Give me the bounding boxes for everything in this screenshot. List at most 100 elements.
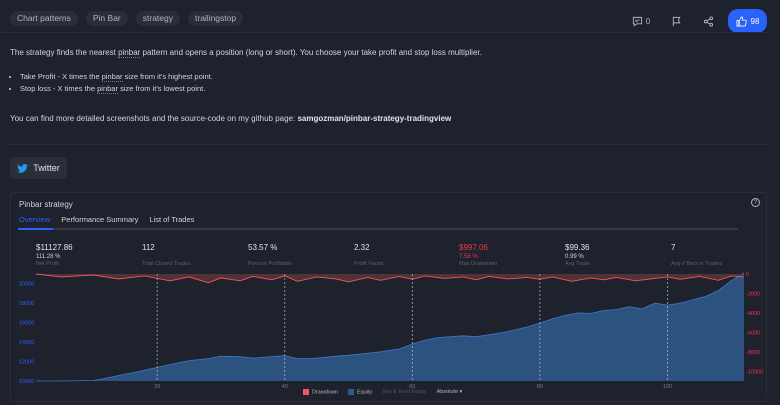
equity-tick-label-20000: 20000 <box>19 282 34 288</box>
report-button[interactable] <box>664 9 688 33</box>
likes-count: 98 <box>750 16 760 26</box>
x-tick-label-20: 20 <box>154 384 160 390</box>
equity-drawdown-chart[interactable]: 20 40 60 80 100 10000 12000 14000 16000 18000 2000… <box>11 193 766 401</box>
stat-value: $99.36 <box>565 243 590 252</box>
tag-trailingstop[interactable]: trailingstop <box>188 11 244 26</box>
top-divider <box>0 32 767 33</box>
tab-performance-summary[interactable]: Performance Summary <box>61 215 139 224</box>
content-divider <box>10 144 767 145</box>
bullet-take-profit: Take Profit - X times the pinbar size fr… <box>20 71 213 83</box>
stat-value: $997.06 <box>459 243 488 252</box>
stat-sub: 111.28 % <box>36 254 61 260</box>
drawdown-tick-label--2000: -2000 <box>746 291 760 297</box>
mode-select-value: Absolute <box>436 389 459 396</box>
x-tick-label-40: 40 <box>282 384 288 390</box>
x-tick-label-80: 80 <box>537 384 543 390</box>
drawdown-tick-label--10000: -10000 <box>746 369 763 375</box>
stat-value: 53.57 % <box>248 243 278 252</box>
github-line: You can find more detailed screenshots a… <box>10 114 451 123</box>
stat-total-closed-trades: 112 Total Closed Trades <box>142 243 191 267</box>
drawdown-line <box>35 273 745 284</box>
strategy-report-panel: Pinbar strategy ? Overview Performance S… <box>10 192 767 402</box>
stat-label: Avg # Bars in Trades <box>671 261 722 267</box>
drawdown-tick-label--8000: -8000 <box>746 350 760 356</box>
bullet-text-start: Take Profit - X times the <box>20 72 102 81</box>
flag-icon <box>672 16 680 26</box>
stat-net-profit: $11127.86 111.28 % Net Profit <box>36 243 73 267</box>
comment-icon <box>632 16 642 26</box>
drawdown-tick-label--6000: -6000 <box>746 330 760 336</box>
description-bullets: Take Profit - X times the pinbar size fr… <box>20 71 213 95</box>
github-link[interactable]: samgozman/pinbar-strategy-tradingview <box>297 114 452 123</box>
help-icon[interactable]: ? <box>751 198 760 207</box>
comments-button[interactable]: 0 <box>626 9 656 33</box>
stat-sub: 0.99 % <box>565 254 584 260</box>
pinbar-term: pinbar <box>97 84 118 94</box>
share-icon <box>703 15 713 27</box>
intro-text-end: pattern and opens a position (long or sh… <box>140 48 482 57</box>
x-tick-label-60: 60 <box>409 384 415 390</box>
intro-text-start: The strategy finds the nearest <box>10 48 119 57</box>
tag-list: Chart patterns Pin Bar strategy trailing… <box>10 11 244 26</box>
stat-label: Profit Factor <box>354 261 384 267</box>
action-bar: 0 98 <box>626 9 767 33</box>
report-tabs: Overview Performance Summary List of Tra… <box>19 215 194 228</box>
share-button[interactable] <box>696 9 720 33</box>
tab-overview[interactable]: Overview <box>19 215 51 224</box>
like-button[interactable]: 98 <box>728 9 767 33</box>
drawdown-swatch <box>303 389 309 395</box>
stat-profit-factor: 2.32 Profit Factor <box>354 243 384 267</box>
x-tick-label-100: 100 <box>663 384 672 390</box>
legend-equity-label: Equity <box>356 389 373 396</box>
stat-avg-bars: 7 Avg # Bars in Trades <box>671 243 722 267</box>
twitter-label: Twitter <box>33 163 60 173</box>
drawdown-tick-label-0: 0 <box>746 272 749 278</box>
stat-max-drawdown: $997.06 7.58 % Max Drawdown <box>459 243 497 267</box>
equity-tick-label-14000: 14000 <box>19 340 34 346</box>
tab-underline <box>18 228 738 230</box>
bullet-text-end: size from it's lowest point. <box>117 84 206 93</box>
stat-percent-profitable: 53.57 % Percent Profitable <box>248 243 292 267</box>
mode-select[interactable]: Absolute ▾ <box>436 389 463 396</box>
tag-chart-patterns[interactable]: Chart patterns <box>10 11 78 26</box>
tab-list-of-trades[interactable]: List of Trades <box>149 215 195 224</box>
tag-pin-bar[interactable]: Pin Bar <box>85 11 128 26</box>
equity-tick-label-10000: 10000 <box>19 379 34 385</box>
tag-strategy[interactable]: strategy <box>135 11 180 26</box>
equity-tick-label-16000: 16000 <box>19 321 34 327</box>
legend-equity[interactable]: Equity <box>347 389 373 396</box>
equity-swatch <box>347 389 354 395</box>
stat-value: $11127.86 <box>36 243 73 252</box>
active-tab-indicator <box>18 228 53 230</box>
bullet-text-end: size from it's highest point. <box>122 72 213 81</box>
equity-tick-label-18000: 18000 <box>19 301 34 307</box>
legend-drawdown-label: Drawdown <box>312 389 338 396</box>
panel-title: Pinbar strategy <box>19 200 73 209</box>
pinbar-term: pinbar <box>101 72 123 82</box>
stat-label: Net Profit <box>36 261 59 267</box>
description-intro: The strategy finds the nearest pinbar pa… <box>10 47 482 58</box>
twitter-icon <box>17 163 29 173</box>
comments-count: 0 <box>645 16 651 26</box>
bullet-stop-loss: Stop loss - X times the pinbar size from… <box>20 83 213 95</box>
drawdown-tick-label--4000: -4000 <box>746 311 760 317</box>
legend-drawdown[interactable]: Drawdown <box>303 389 338 395</box>
stat-sub: 7.58 % <box>459 254 478 260</box>
stat-label: Avg Trade <box>565 261 590 267</box>
twitter-button[interactable]: Twitter <box>10 157 67 179</box>
legend-buy-hold[interactable]: Buy & Hold Equity <box>382 389 427 396</box>
stat-label: Max Drawdown <box>459 261 497 267</box>
stat-label: Percent Profitable <box>248 261 292 267</box>
stat-value: 2.32 <box>354 243 370 252</box>
bullet-text-start: Stop loss - X times the <box>20 84 98 93</box>
stat-value: 112 <box>142 243 155 252</box>
github-text: You can find more detailed screenshots a… <box>10 114 298 123</box>
stat-avg-trade: $99.36 0.99 % Avg Trade <box>565 243 590 267</box>
equity-line <box>36 272 745 382</box>
equity-area <box>36 273 744 381</box>
equity-tick-label-12000: 12000 <box>19 360 34 366</box>
stat-value: 7 <box>671 243 676 252</box>
chart-legend: Drawdown Equity Buy & Hold Equity Absolu… <box>303 389 462 395</box>
thumbs-up-icon <box>736 16 747 26</box>
pinbar-term: pinbar <box>118 48 141 58</box>
